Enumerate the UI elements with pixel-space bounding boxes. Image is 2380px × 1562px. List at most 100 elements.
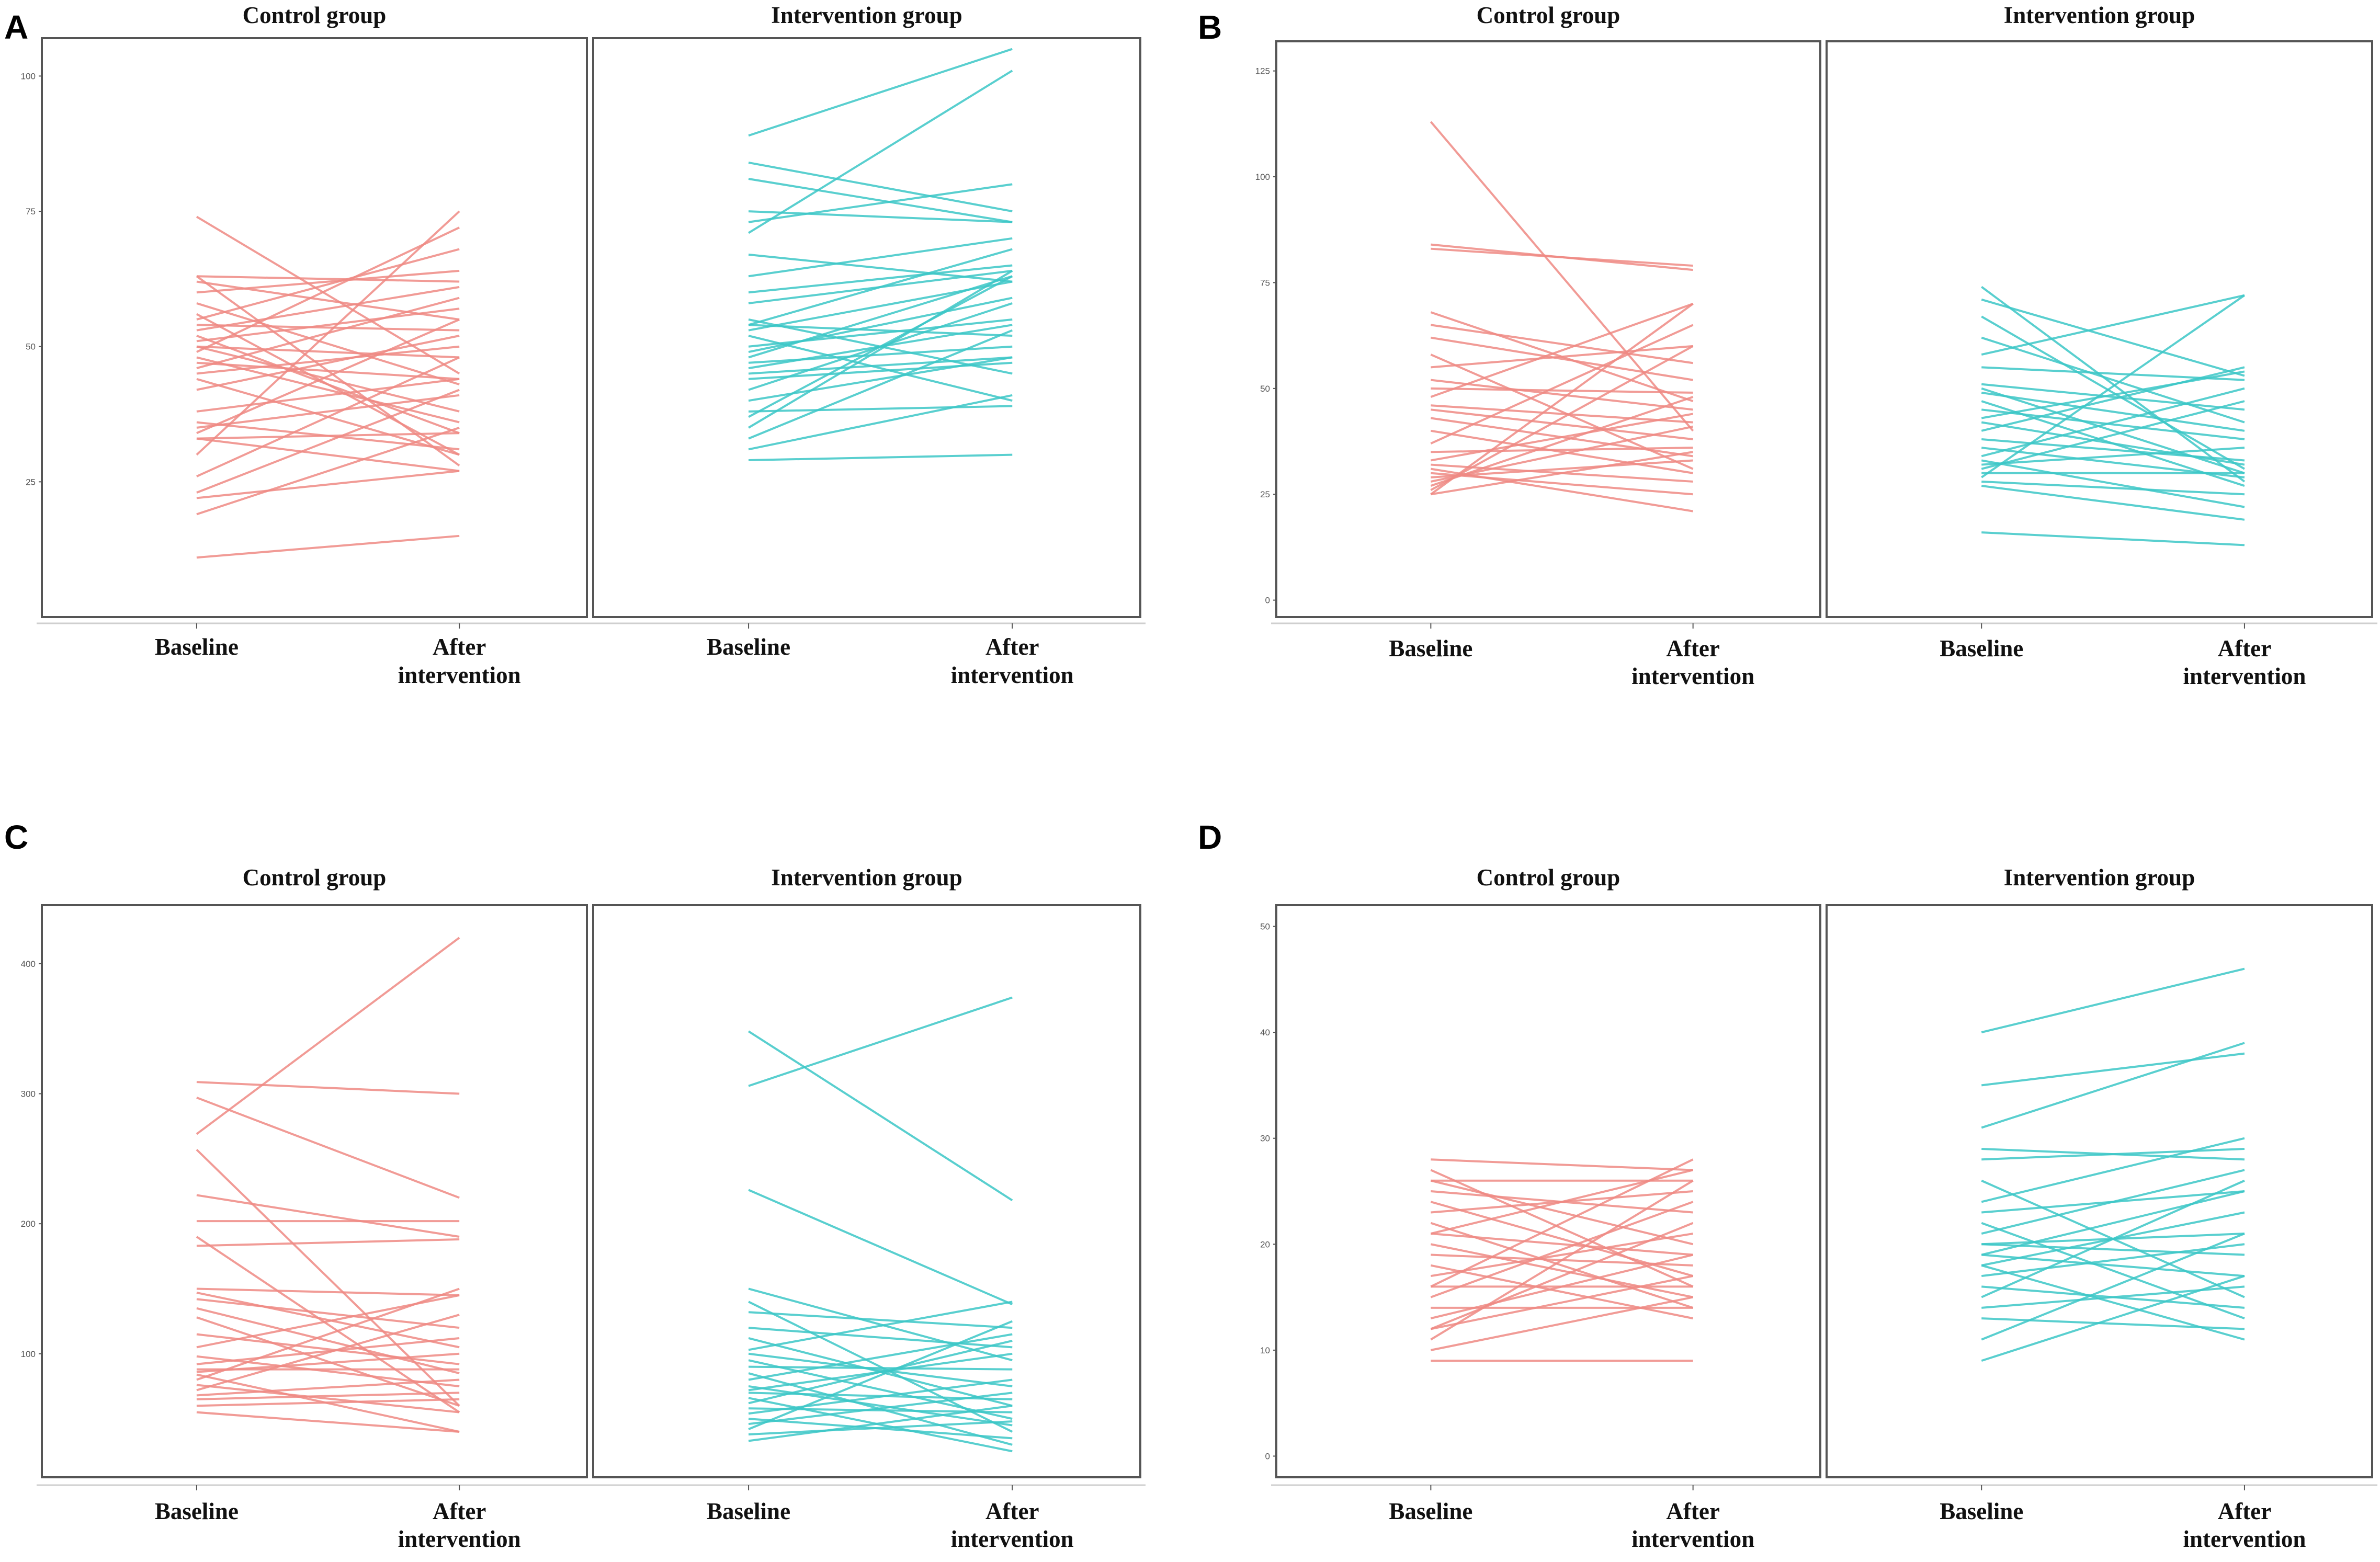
panel-label-b: B — [1198, 8, 1222, 46]
participant-line — [1981, 967, 2245, 1034]
participant-line — [1981, 294, 2245, 356]
participant-line — [1981, 298, 2245, 377]
x-label-after-intervention: intervention — [1631, 1526, 1754, 1552]
participant-line — [1431, 472, 1693, 496]
x-label-baseline: Baseline — [1389, 1498, 1472, 1524]
participant-line — [1981, 1042, 2245, 1129]
participant-line — [1981, 1317, 2245, 1330]
x-label-after-intervention: intervention — [398, 1526, 521, 1552]
x-label-after-intervention: intervention — [2183, 1526, 2306, 1552]
participant-line — [749, 1365, 1013, 1371]
panel-a-intervention-facet: Intervention group Baseline Afterintervent… — [592, 2, 1141, 688]
y-tick-label: 25 — [26, 477, 36, 487]
participant-line — [1430, 345, 1694, 491]
participant-line — [1981, 447, 2245, 466]
participant-line — [196, 226, 460, 353]
participant-line — [196, 286, 460, 332]
participant-line — [1981, 1190, 2245, 1256]
participant-line — [1430, 1264, 1694, 1320]
participant-line — [1981, 1052, 2245, 1087]
y-tick-label: 100 — [21, 1349, 36, 1359]
participant-line — [196, 1081, 460, 1095]
panel-d-intervention-facet: Intervention group Baseline Afterintervent… — [1826, 864, 2373, 1552]
participant-line — [196, 1291, 460, 1349]
participant-line — [196, 1314, 460, 1392]
x-label-baseline: Baseline — [155, 634, 239, 660]
participant-line — [1431, 1158, 1693, 1171]
participant-line — [1431, 451, 1693, 496]
participant-line — [1430, 1275, 1694, 1330]
participant-line — [748, 329, 1013, 440]
participant-line — [196, 1355, 460, 1387]
participant-line — [748, 1392, 1013, 1426]
participant-line — [1431, 459, 1693, 478]
participant-line — [1430, 425, 1694, 483]
participant-line — [1981, 1233, 2245, 1341]
participant-line — [196, 1378, 460, 1397]
participant-line — [748, 1405, 1013, 1442]
participant-line — [1430, 303, 1694, 495]
participant-line — [748, 183, 1013, 223]
participant-line — [748, 270, 1013, 429]
x-label-baseline: Baseline — [707, 634, 790, 660]
y-tick-label: 0 — [1265, 1451, 1270, 1461]
participant-line — [747, 1030, 1013, 1202]
y-tick-label: 100 — [21, 71, 36, 81]
participant-line — [1430, 121, 1694, 432]
participant-line — [1431, 336, 1693, 381]
y-tick-label: 20 — [1260, 1239, 1270, 1249]
participant-line — [748, 264, 1013, 294]
facet-title: Intervention group — [771, 864, 962, 891]
participant-line — [196, 937, 460, 1135]
participant-line — [196, 335, 460, 391]
participant-line — [1431, 1233, 1693, 1256]
participant-line — [1981, 531, 2245, 546]
facet-title: Intervention group — [2004, 864, 2195, 891]
participant-line — [748, 248, 1013, 326]
participant-line — [1430, 303, 1694, 398]
participant-line — [748, 1352, 1013, 1387]
participant-line — [748, 1333, 1013, 1381]
x-label-after-intervention: After — [2218, 1498, 2271, 1524]
x-label-after-intervention: intervention — [951, 1526, 1074, 1552]
x-label-baseline: Baseline — [1940, 1498, 2023, 1524]
participant-line — [1430, 1201, 1694, 1298]
participant-line — [1430, 1179, 1694, 1246]
facet-frame — [41, 904, 588, 1478]
participant-line — [196, 470, 460, 499]
participant-line — [748, 394, 1013, 451]
x-label-after-intervention: intervention — [398, 662, 521, 688]
participant-line — [1981, 387, 2245, 458]
participant-line — [748, 210, 1013, 223]
participant-line — [748, 1359, 1013, 1420]
participant-line — [196, 1398, 460, 1407]
x-label-after-intervention: intervention — [1631, 663, 1754, 689]
y-tick-label: 300 — [21, 1089, 36, 1099]
x-label-after-intervention: intervention — [951, 662, 1074, 688]
participant-line — [748, 356, 1013, 375]
participant-line — [1981, 1169, 2245, 1235]
participant-line — [196, 345, 460, 359]
participant-line — [1981, 391, 2245, 432]
participant-line — [196, 1238, 460, 1247]
participant-line — [1981, 1137, 2245, 1203]
participant-line — [196, 275, 460, 283]
participant-line — [196, 248, 460, 321]
participant-line — [1981, 480, 2245, 496]
facet-frame — [1275, 904, 1821, 1478]
participant-line — [1981, 286, 2246, 483]
participant-line — [196, 1298, 460, 1329]
y-tick-label: 125 — [1255, 66, 1270, 76]
participant-line — [748, 1301, 1013, 1351]
participant-line — [196, 389, 460, 494]
x-label-baseline: Baseline — [1940, 635, 2023, 662]
participant-line — [748, 996, 1013, 1087]
participant-line — [196, 378, 460, 413]
participant-line — [1431, 429, 1693, 474]
